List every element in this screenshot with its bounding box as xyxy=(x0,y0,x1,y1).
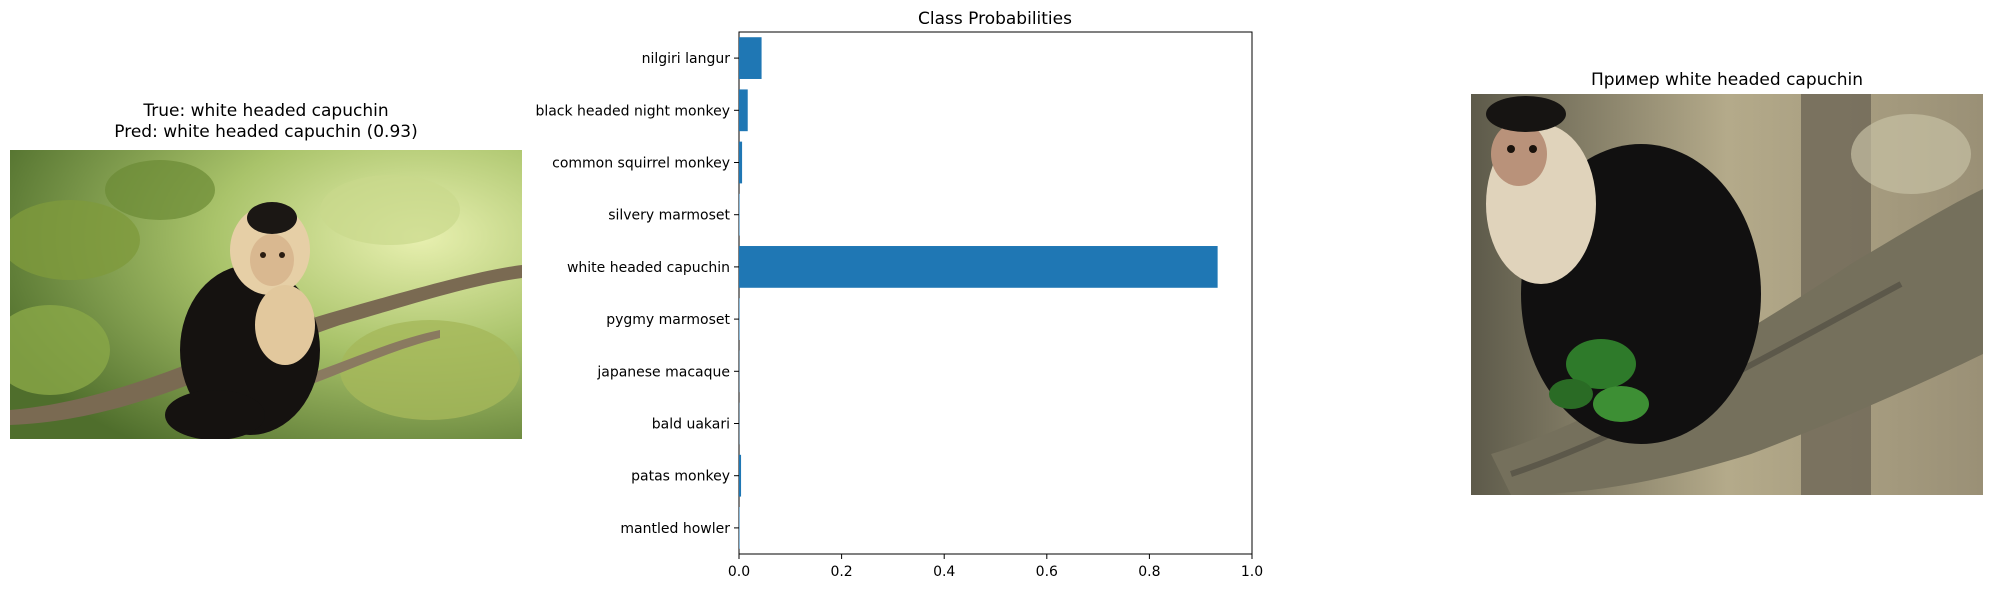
y-tick-label: pygmy marmoset xyxy=(606,312,730,328)
x-tick-label: 1.0 xyxy=(1241,564,1263,580)
bar-silvery-marmoset xyxy=(739,193,740,236)
bar-pygmy-marmoset xyxy=(739,298,740,340)
left-panel-title: True: white headed capuchin Pred: white … xyxy=(10,101,522,143)
true-label: True: white headed capuchin xyxy=(143,101,389,121)
chart-title: Class Probabilities xyxy=(918,9,1072,29)
pred-label: Pred: white headed capuchin (0.93) xyxy=(114,122,418,142)
x-tick-label: 0.0 xyxy=(728,564,750,580)
y-tick-label: silvery marmoset xyxy=(608,208,730,224)
right-panel-title: Пример white headed capuchin xyxy=(1590,70,1864,90)
y-tick-label: nilgiri langur xyxy=(642,51,731,67)
capuchin-branch-photo xyxy=(10,150,522,439)
x-tick-label: 0.2 xyxy=(830,564,852,580)
x-tick-label: 0.8 xyxy=(1138,564,1160,580)
bar-mantled-howler xyxy=(739,507,740,549)
x-tick-label: 0.4 xyxy=(933,564,955,580)
y-tick-label: japanese macaque xyxy=(596,364,730,380)
y-tick-label: bald uakari xyxy=(652,417,730,433)
bar-patas-monkey xyxy=(739,454,742,497)
bar-nilgiri-langur xyxy=(739,37,762,79)
capuchin-closeup-photo xyxy=(1471,94,1983,495)
y-tick-label: white headed capuchin xyxy=(567,260,730,276)
y-tick-label: patas monkey xyxy=(631,469,730,485)
y-tick-label: common squirrel monkey xyxy=(552,156,730,172)
bar-black-headed-night-monkey xyxy=(739,89,748,132)
bar-white-headed-capuchin xyxy=(739,246,1218,288)
plot-frame xyxy=(738,31,1253,555)
y-tick-label: mantled howler xyxy=(620,521,730,537)
x-tick-label: 0.6 xyxy=(1036,564,1058,580)
bar-common-squirrel-monkey xyxy=(739,141,743,184)
y-tick-label: black headed night monkey xyxy=(535,103,730,119)
